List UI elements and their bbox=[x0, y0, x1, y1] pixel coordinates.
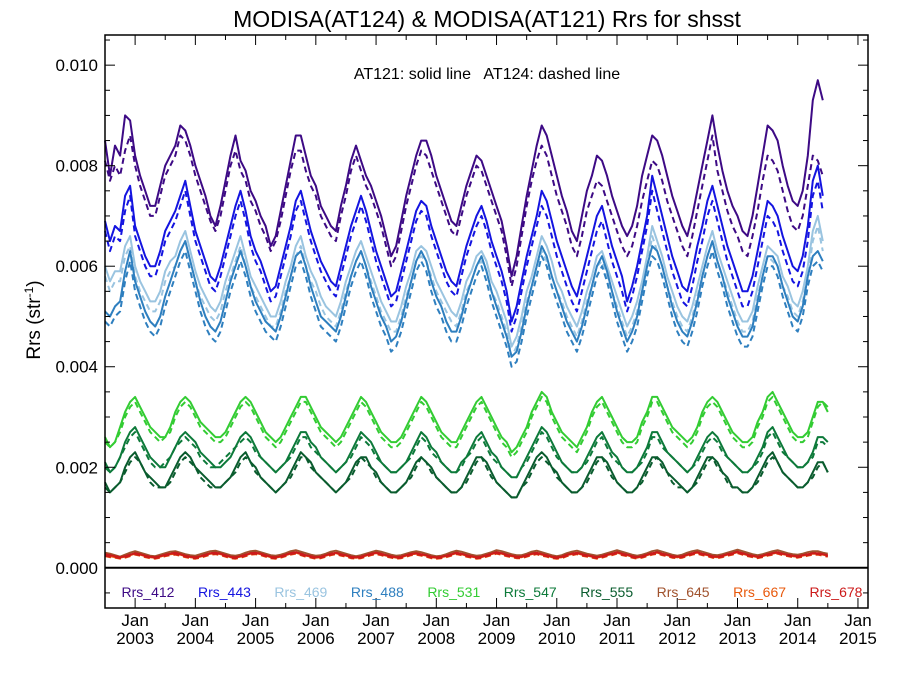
y-tick-label: 0.008 bbox=[55, 157, 98, 176]
x-tick-year-label: 2013 bbox=[719, 629, 757, 648]
legend-label-rrs-678: Rrs_678 bbox=[810, 584, 863, 600]
plot-frame bbox=[104, 34, 869, 609]
series-rrs-678-at121-solid bbox=[104, 550, 828, 559]
legend-label-rrs-469: Rrs_469 bbox=[274, 584, 327, 600]
series-rrs-531-at121-solid bbox=[104, 390, 829, 454]
x-tick-month-label: Jan bbox=[483, 611, 510, 630]
series-layer bbox=[104, 79, 829, 560]
chart-title: MODISA(AT124) & MODISA(AT121) Rrs for sh… bbox=[233, 6, 741, 32]
series-rrs-547-at121-solid bbox=[104, 426, 829, 479]
x-tick-month-label: Jan bbox=[724, 611, 751, 630]
x-tick-year-label: 2005 bbox=[237, 629, 275, 648]
axis-layer: 0.0000.0020.0040.0060.0080.010Jan2003Jan… bbox=[55, 35, 877, 648]
series-rrs-645-at121-solid bbox=[104, 548, 828, 558]
x-tick-month-label: Jan bbox=[362, 611, 389, 630]
x-tick-year-label: 2004 bbox=[176, 629, 214, 648]
series-rrs-488-at121-solid bbox=[104, 240, 824, 358]
series-rrs-412-at124-dashed bbox=[104, 134, 824, 288]
x-tick-year-label: 2015 bbox=[839, 629, 877, 648]
legend-label-rrs-412: Rrs_412 bbox=[122, 584, 175, 600]
legend-label-rrs-531: Rrs_531 bbox=[427, 584, 480, 600]
legend-label-rrs-667: Rrs_667 bbox=[733, 584, 786, 600]
x-tick-year-label: 2009 bbox=[478, 629, 516, 648]
x-tick-month-label: Jan bbox=[121, 611, 148, 630]
y-tick-label: 0.010 bbox=[55, 56, 98, 75]
series-rrs-469-at121-solid bbox=[104, 214, 824, 348]
x-tick-month-label: Jan bbox=[423, 611, 450, 630]
y-axis-label: Rrs (str-1) bbox=[22, 280, 45, 359]
series-rrs-547-at124-dashed bbox=[104, 431, 829, 479]
x-tick-month-label: Jan bbox=[182, 611, 209, 630]
x-tick-month-label: Jan bbox=[302, 611, 329, 630]
legend-label-rrs-488: Rrs_488 bbox=[351, 584, 404, 600]
series-rrs-488-at124-dashed bbox=[104, 250, 824, 368]
x-tick-month-label: Jan bbox=[844, 611, 871, 630]
series-rrs-555-at121-solid bbox=[104, 451, 829, 499]
x-tick-year-label: 2010 bbox=[538, 629, 576, 648]
series-rrs-412-at121-solid bbox=[104, 79, 824, 278]
x-tick-month-label: Jan bbox=[603, 611, 630, 630]
x-tick-year-label: 2003 bbox=[116, 629, 154, 648]
y-tick-label: 0.006 bbox=[55, 257, 98, 276]
y-axis-label-exponent: -1 bbox=[22, 286, 36, 297]
x-tick-year-label: 2011 bbox=[599, 629, 636, 648]
legend-label-rrs-443: Rrs_443 bbox=[198, 584, 251, 600]
x-tick-year-label: 2012 bbox=[658, 629, 696, 648]
series-rrs-531-at124-dashed bbox=[104, 395, 829, 459]
y-tick-label: 0.000 bbox=[55, 559, 98, 578]
x-tick-year-label: 2014 bbox=[779, 629, 817, 648]
x-tick-month-label: Jan bbox=[664, 611, 691, 630]
series-rrs-443-at121-solid bbox=[104, 164, 824, 323]
y-axis-label-main: Rrs (str bbox=[24, 297, 45, 360]
line-style-annotation: AT121: solid line AT124: dashed line bbox=[354, 66, 620, 83]
y-tick-label: 0.002 bbox=[55, 458, 98, 477]
legend-label-rrs-645: Rrs_645 bbox=[657, 584, 710, 600]
legend-label-rrs-547: Rrs_547 bbox=[504, 584, 557, 600]
x-tick-month-label: Jan bbox=[543, 611, 570, 630]
x-tick-year-label: 2008 bbox=[417, 629, 455, 648]
x-tick-year-label: 2006 bbox=[297, 629, 335, 648]
x-tick-month-label: Jan bbox=[242, 611, 269, 630]
y-axis-label-close: ) bbox=[24, 280, 45, 286]
y-tick-label: 0.004 bbox=[55, 358, 98, 377]
x-tick-month-label: Jan bbox=[784, 611, 811, 630]
legend-layer: Rrs_412 Rrs_443 Rrs_469 Rrs_488 Rrs_531 Rrs_5… bbox=[122, 584, 863, 600]
legend-label-rrs-555: Rrs_555 bbox=[580, 584, 633, 600]
x-tick-year-label: 2007 bbox=[357, 629, 395, 648]
